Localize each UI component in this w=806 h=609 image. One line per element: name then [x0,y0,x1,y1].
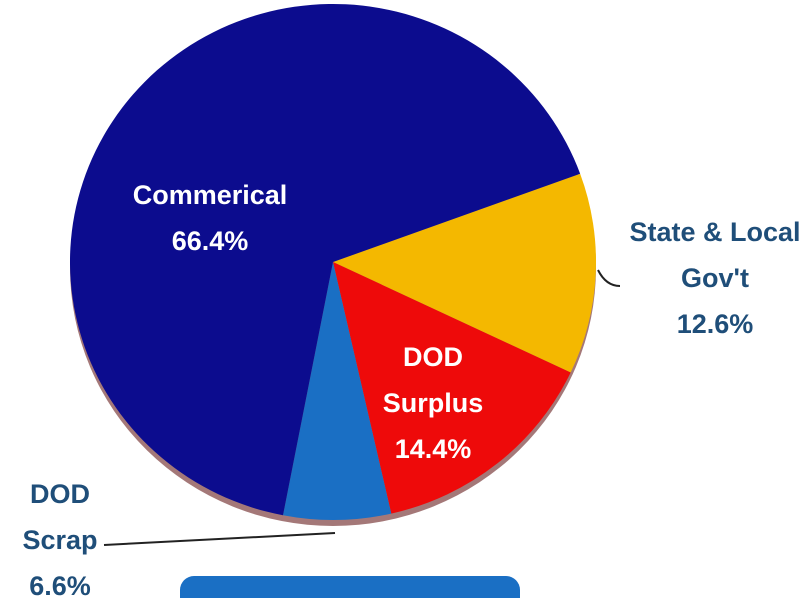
pie-slice [282,262,392,520]
category-label: State & Local Gov't [629,217,801,293]
leader-line [597,269,621,287]
pie-slice [70,3,581,516]
value-label: 6.6% [29,571,91,601]
value-label: 66.4% [171,226,249,256]
pie-slice [333,262,571,514]
slice-label: DOD Scrap 6.6% [0,471,120,609]
category-label: DOD Surplus [382,342,484,418]
pie-slice [333,173,597,373]
category-label: DOD Scrap [22,479,98,555]
slice-label: State & Local Gov't 12.6% [625,209,805,347]
leader-line [103,532,336,546]
category-label: Commerical [132,180,288,210]
button[interactable] [180,576,520,598]
value-label: 14.4% [394,434,472,464]
slice-label: Commerical 66.4% [100,172,320,264]
value-label: 12.6% [676,309,754,339]
slice-label: DOD Surplus 14.4% [368,334,498,472]
slices [70,3,597,520]
